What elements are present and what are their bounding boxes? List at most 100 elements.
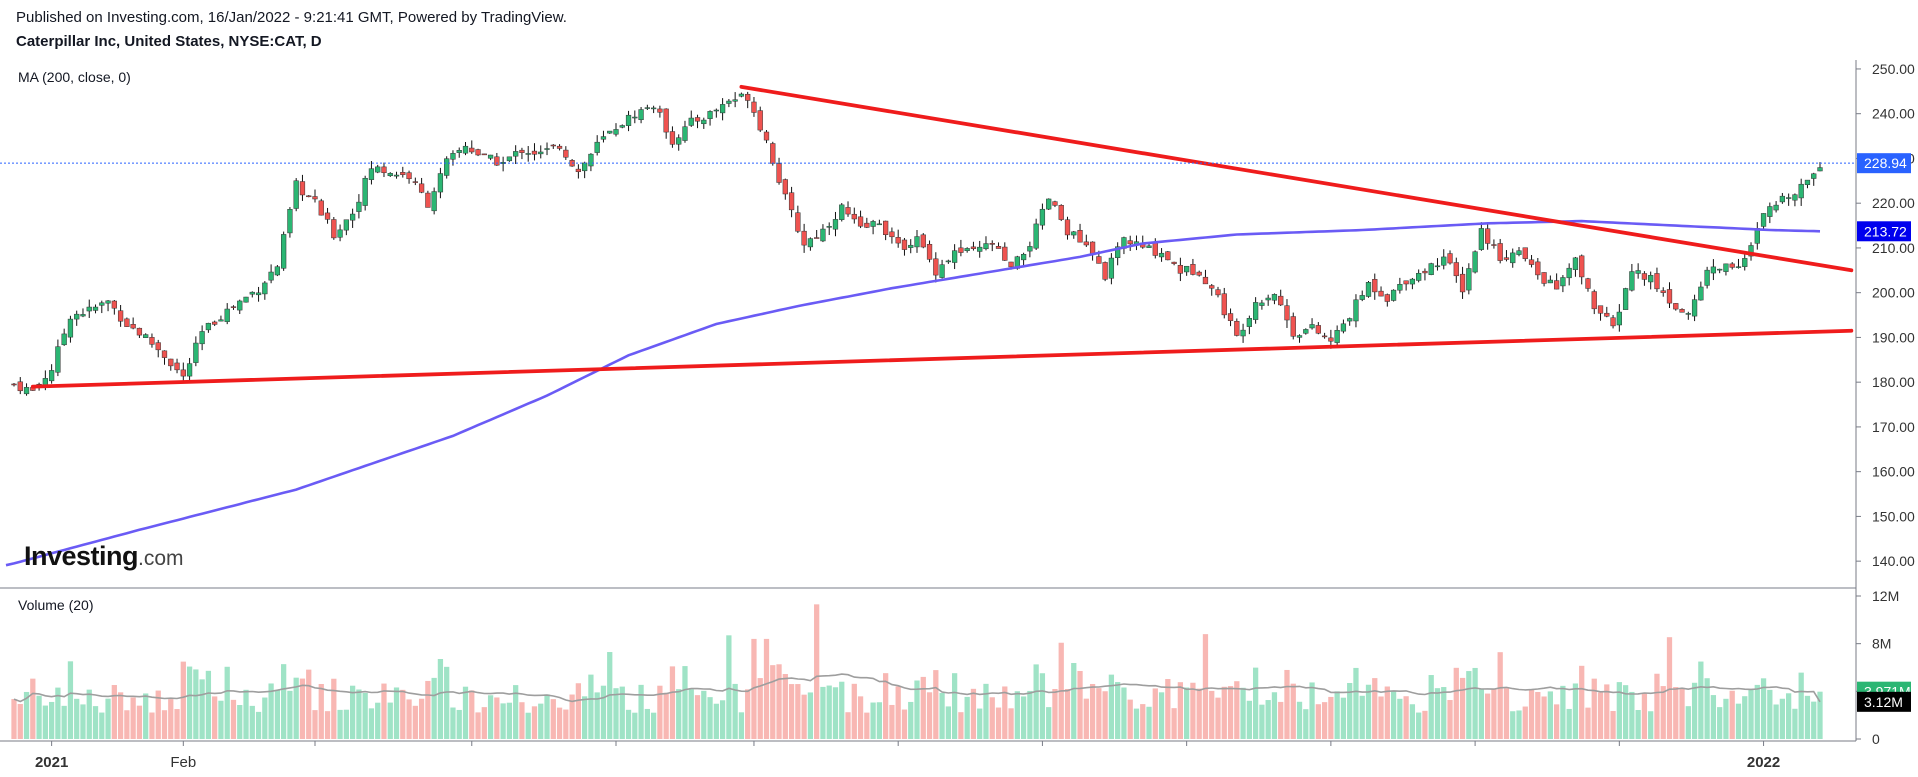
volume-bar [237, 705, 243, 739]
volume-bar [719, 700, 726, 739]
candle [1083, 234, 1089, 247]
candle [268, 264, 274, 284]
candle [1597, 305, 1604, 321]
volume-bar [1127, 699, 1133, 739]
volume-bar [1434, 688, 1441, 739]
volume-bar [538, 703, 544, 739]
candle [638, 107, 644, 124]
candle [600, 130, 607, 143]
volume-bar [268, 683, 274, 739]
volume-bar [644, 708, 650, 739]
candle [124, 317, 130, 327]
volume-bar [1083, 698, 1089, 739]
volume-bar [751, 638, 757, 739]
volume-bar [1115, 682, 1121, 739]
volume-bar [1152, 688, 1158, 739]
volume-bar [694, 695, 701, 739]
volume-bar [1691, 682, 1698, 739]
volume-bar [293, 677, 299, 739]
candle [1553, 273, 1560, 290]
volume-bar [939, 692, 945, 739]
volume-bar [832, 687, 839, 739]
volume-bar [1246, 700, 1252, 739]
volume-bar [1710, 695, 1717, 739]
volume-bar [933, 670, 939, 739]
volume-bar [1522, 706, 1528, 739]
candle [632, 110, 638, 124]
candle [293, 178, 299, 212]
price-tick-label: 170.00 [1872, 419, 1915, 435]
volume-bar [1685, 706, 1691, 739]
candle [199, 325, 205, 351]
candle [1089, 241, 1096, 261]
candle [650, 105, 657, 114]
candle [1259, 299, 1265, 310]
volume-bar [249, 705, 255, 739]
volume-bar [1503, 688, 1510, 739]
candle [1340, 319, 1347, 334]
candle [274, 265, 281, 277]
candle [1811, 172, 1817, 186]
volume-bar [149, 712, 155, 739]
candle [770, 141, 776, 166]
candle [851, 207, 857, 224]
candle [1510, 248, 1516, 268]
volume-bar [1196, 688, 1202, 739]
volume-bar [914, 680, 920, 739]
volume-bar [243, 689, 249, 739]
candle [676, 134, 682, 151]
candle [1052, 200, 1058, 208]
svg-text:213.72: 213.72 [1864, 223, 1907, 239]
candle [1403, 280, 1409, 291]
candle [1190, 258, 1196, 276]
volume-bar [1735, 703, 1742, 739]
volume-bar [745, 689, 751, 739]
volume-bar [494, 697, 500, 739]
volume-bar [1020, 696, 1027, 739]
volume-bar [701, 690, 707, 739]
candle [193, 336, 199, 367]
candle [1723, 263, 1729, 276]
candle [349, 208, 356, 228]
candle [1064, 216, 1071, 240]
volume-bar [1039, 673, 1046, 739]
candle [1434, 258, 1441, 271]
volume-bar [17, 703, 23, 739]
candle [1020, 252, 1027, 267]
volume-bar [926, 692, 933, 739]
volume-bar [688, 689, 694, 739]
volume-bar [1403, 696, 1409, 739]
candle [67, 315, 74, 343]
volume-bar [613, 688, 619, 739]
volume-bar [1553, 704, 1560, 739]
volume-bar [1704, 678, 1710, 739]
candle [1717, 268, 1723, 274]
volume-bar [1027, 690, 1033, 739]
volume-bar [669, 666, 676, 739]
candle [1441, 249, 1447, 270]
volume-bar [1491, 688, 1497, 739]
volume-bar [845, 712, 851, 739]
candle [1039, 203, 1046, 230]
candle [1221, 287, 1227, 319]
candle [788, 186, 795, 218]
candle [1579, 254, 1585, 285]
candle [513, 145, 519, 165]
candle [1278, 289, 1284, 307]
candle [1779, 192, 1786, 204]
volume-bar [1748, 689, 1754, 739]
candle [1215, 286, 1221, 298]
volume-bar [807, 692, 814, 739]
volume-bar [707, 697, 713, 739]
volume-bar [519, 702, 525, 739]
candle [1710, 259, 1717, 281]
volume-bar [588, 674, 594, 739]
candle [1409, 277, 1416, 290]
candle [1158, 248, 1165, 262]
volume-bar [1541, 696, 1547, 739]
candle [149, 333, 155, 348]
volume-bar [1428, 675, 1434, 739]
volume-bar [1071, 663, 1077, 739]
candle [519, 147, 525, 160]
